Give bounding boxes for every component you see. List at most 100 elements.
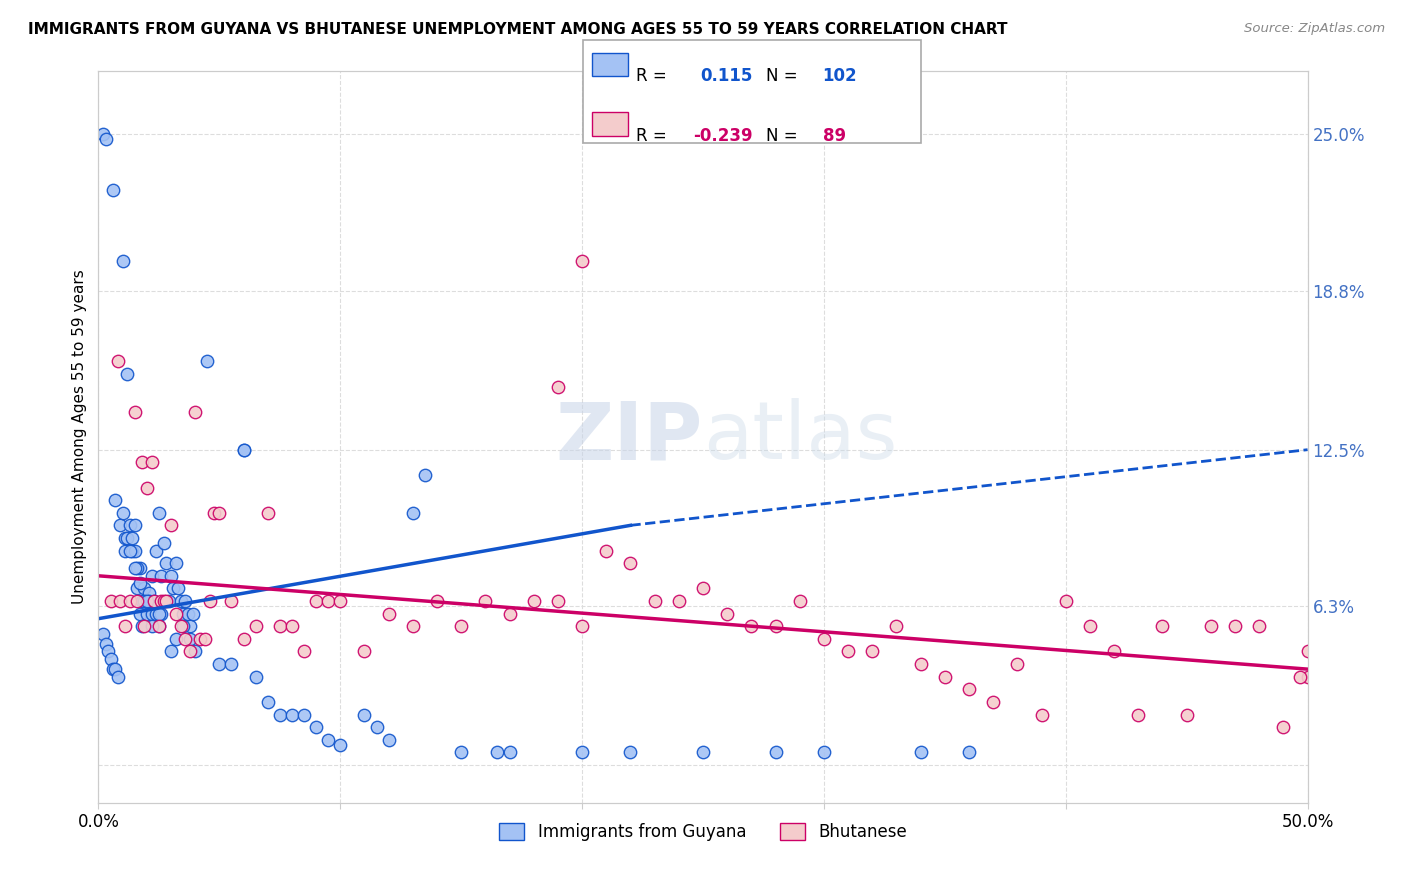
Point [366,720,388,734]
Point [135,594,157,608]
Point [377,732,399,747]
Point [595,543,617,558]
Point [118,518,141,533]
Point [765,619,787,633]
Point [135,607,157,621]
Point [474,594,496,608]
Point [1272,720,1295,734]
Point [145,543,167,558]
Point [232,632,254,646]
Point [141,607,163,621]
Point [1303,670,1326,684]
Point [127,582,149,596]
Point [128,561,150,575]
Point [152,594,174,608]
Point [402,506,425,520]
Point [101,183,124,197]
Point [305,720,328,734]
Point [177,607,200,621]
Point [124,405,146,419]
Point [221,657,243,671]
Text: 89: 89 [823,127,845,145]
Point [114,531,136,545]
Point [165,556,187,570]
Point [100,652,122,666]
Point [128,576,150,591]
Point [162,582,184,596]
Point [121,531,143,545]
Point [148,607,170,621]
Point [256,506,278,520]
Point [619,745,641,759]
Point [765,745,787,759]
Point [143,594,166,608]
Point [281,707,304,722]
Point [104,662,127,676]
Point [934,670,956,684]
Point [155,594,177,608]
Point [910,657,932,671]
Point [169,619,191,633]
Text: atlas: atlas [703,398,897,476]
Point [571,619,593,633]
Point [150,569,173,583]
Point [1152,619,1174,633]
Point [104,493,127,508]
Point [486,745,509,759]
Point [148,619,170,633]
Point [269,619,291,633]
Point [1007,657,1029,671]
Point [181,607,204,621]
Point [188,632,211,646]
Point [377,607,399,621]
Point [668,594,690,608]
Point [94,132,117,146]
Point [269,707,291,722]
Point [413,467,436,482]
Point [134,619,156,633]
Point [141,569,163,583]
Point [118,594,141,608]
Point [498,607,520,621]
Text: ZIP: ZIP [555,398,703,476]
Point [813,745,835,759]
Text: N =: N = [766,127,797,145]
Point [402,619,425,633]
Point [716,607,738,621]
Point [329,594,352,608]
Point [114,543,136,558]
Point [134,594,156,608]
Point [111,253,134,268]
Point [128,607,150,621]
Point [232,442,254,457]
Point [1296,670,1319,684]
Point [957,682,980,697]
Point [141,455,163,469]
Point [101,662,124,676]
Point [131,619,153,633]
Text: Source: ZipAtlas.com: Source: ZipAtlas.com [1244,22,1385,36]
Point [155,556,177,570]
Point [108,518,131,533]
Point [160,644,183,658]
Point [813,632,835,646]
Point [160,569,183,583]
Text: -0.239: -0.239 [693,127,752,145]
Point [179,619,201,633]
Point [292,707,315,722]
Point [138,586,160,600]
Point [523,594,546,608]
Point [692,582,714,596]
Point [169,594,191,608]
Point [138,594,160,608]
Point [148,619,170,633]
Point [198,594,221,608]
Point [1199,619,1222,633]
Point [124,561,146,575]
Point [981,695,1004,709]
Point [547,379,569,393]
Text: 0.115: 0.115 [700,67,752,85]
Point [184,405,207,419]
Point [1078,619,1101,633]
Point [143,594,166,608]
